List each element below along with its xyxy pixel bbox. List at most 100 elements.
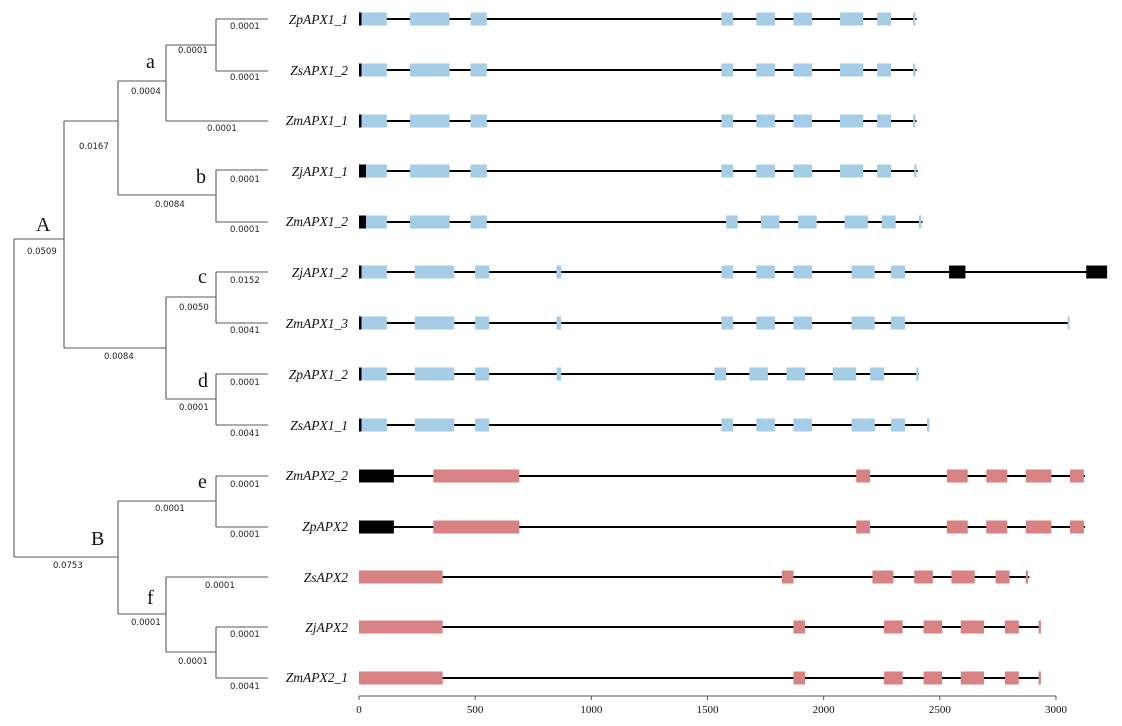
exon bbox=[359, 570, 443, 584]
gene-structure-row bbox=[359, 114, 917, 128]
x-axis-tick-label: 1000 bbox=[580, 704, 603, 716]
utr bbox=[359, 114, 362, 128]
exon bbox=[946, 520, 968, 534]
exon bbox=[433, 469, 520, 483]
branch-length: 0.0050 bbox=[179, 303, 209, 313]
branch-length: 0.0001 bbox=[155, 504, 185, 514]
branch-length: 0.0001 bbox=[230, 22, 260, 32]
exon bbox=[410, 12, 450, 26]
utr bbox=[949, 265, 966, 279]
clade-label-a: a bbox=[146, 51, 155, 73]
utr bbox=[359, 12, 362, 26]
branch-length: 0.0084 bbox=[155, 200, 185, 210]
exon bbox=[726, 215, 738, 229]
exon bbox=[470, 12, 487, 26]
branch-length: 0.0167 bbox=[79, 142, 109, 152]
exon bbox=[1004, 671, 1019, 685]
exon bbox=[361, 63, 387, 77]
exon bbox=[361, 114, 387, 128]
exon bbox=[960, 620, 984, 634]
gene-name: ZmAPX2_1 bbox=[286, 670, 348, 685]
exon bbox=[365, 164, 387, 178]
branch-length: 0.0084 bbox=[104, 352, 134, 362]
exon bbox=[844, 215, 868, 229]
exon bbox=[756, 418, 775, 432]
gene-structure-row bbox=[359, 418, 930, 432]
exon bbox=[793, 620, 806, 634]
gene-structure-row bbox=[359, 469, 1086, 483]
utr bbox=[359, 367, 362, 381]
exon bbox=[793, 671, 806, 685]
utr bbox=[359, 316, 362, 330]
exon bbox=[891, 316, 905, 330]
exon bbox=[475, 265, 490, 279]
utr bbox=[359, 164, 366, 178]
exon bbox=[756, 316, 775, 330]
gene-structure-row bbox=[359, 671, 1041, 685]
exon bbox=[433, 520, 520, 534]
gene-structure-row bbox=[359, 215, 923, 229]
exon bbox=[410, 63, 450, 77]
exon bbox=[721, 418, 734, 432]
utr bbox=[1086, 265, 1108, 279]
utr bbox=[359, 469, 394, 483]
exon bbox=[721, 63, 734, 77]
clade-labels: A B a b c d e f bbox=[36, 51, 208, 609]
exon bbox=[839, 63, 864, 77]
clade-label-d: d bbox=[198, 370, 208, 392]
exon bbox=[986, 520, 1008, 534]
exon bbox=[872, 570, 894, 584]
exon bbox=[881, 215, 896, 229]
branch-length: 0.0001 bbox=[131, 618, 161, 628]
gene-structure-row bbox=[359, 12, 917, 26]
exon bbox=[410, 164, 450, 178]
exon bbox=[923, 671, 943, 685]
exon bbox=[361, 316, 387, 330]
gene-name: ZsAPX2 bbox=[304, 570, 349, 585]
utr bbox=[359, 265, 362, 279]
exon bbox=[365, 215, 387, 229]
gene-name: ZjAPX2 bbox=[305, 620, 348, 635]
exon bbox=[793, 63, 813, 77]
branch-length: 0.0152 bbox=[230, 276, 260, 286]
branch-length: 0.0004 bbox=[131, 87, 161, 97]
exon bbox=[361, 418, 387, 432]
gene-name: ZmAPX2_2 bbox=[286, 468, 348, 483]
utr bbox=[359, 520, 394, 534]
x-axis: 0 500 1000 1500 2000 2500 3000 bbox=[356, 695, 1068, 716]
exon bbox=[839, 164, 864, 178]
gene-name: ZjAPX1_2 bbox=[292, 265, 348, 280]
branch-length: 0.0001 bbox=[179, 403, 209, 413]
branch-length: 0.0001 bbox=[230, 73, 260, 83]
branch-length: 0.0001 bbox=[230, 480, 260, 490]
branch-length: 0.0001 bbox=[230, 175, 260, 185]
exon bbox=[913, 114, 916, 128]
gene-structure-row bbox=[359, 316, 1070, 330]
exon bbox=[986, 469, 1008, 483]
exon bbox=[721, 12, 734, 26]
gene-name: ZpAPX2 bbox=[302, 519, 348, 534]
utr bbox=[359, 418, 362, 432]
exon bbox=[884, 620, 903, 634]
exon bbox=[927, 418, 930, 432]
exon bbox=[793, 114, 813, 128]
exon bbox=[556, 367, 562, 381]
branch-length-labels: 0.0509 0.0753 0.0167 0.0084 0.0004 0.000… bbox=[27, 22, 260, 692]
exon bbox=[556, 316, 562, 330]
gene-structure-row bbox=[359, 265, 1108, 279]
branch-length: 0.0001 bbox=[230, 225, 260, 235]
clade-label-e: e bbox=[198, 471, 207, 493]
exon bbox=[475, 418, 490, 432]
exon bbox=[1067, 316, 1070, 330]
gene-name: ZmAPX1_1 bbox=[286, 113, 348, 128]
exon bbox=[914, 164, 917, 178]
gene-name: ZmAPX1_3 bbox=[286, 316, 348, 331]
branch-length: 0.0041 bbox=[230, 429, 260, 439]
exon bbox=[1038, 620, 1041, 634]
gene-names: ZpAPX1_1 ZsAPX1_2 ZmAPX1_1 ZjAPX1_1 ZmAP… bbox=[286, 12, 348, 685]
clade-label-f: f bbox=[147, 587, 154, 609]
x-axis-tick-label: 3000 bbox=[1045, 704, 1068, 716]
exon bbox=[756, 164, 775, 178]
exon bbox=[361, 265, 387, 279]
